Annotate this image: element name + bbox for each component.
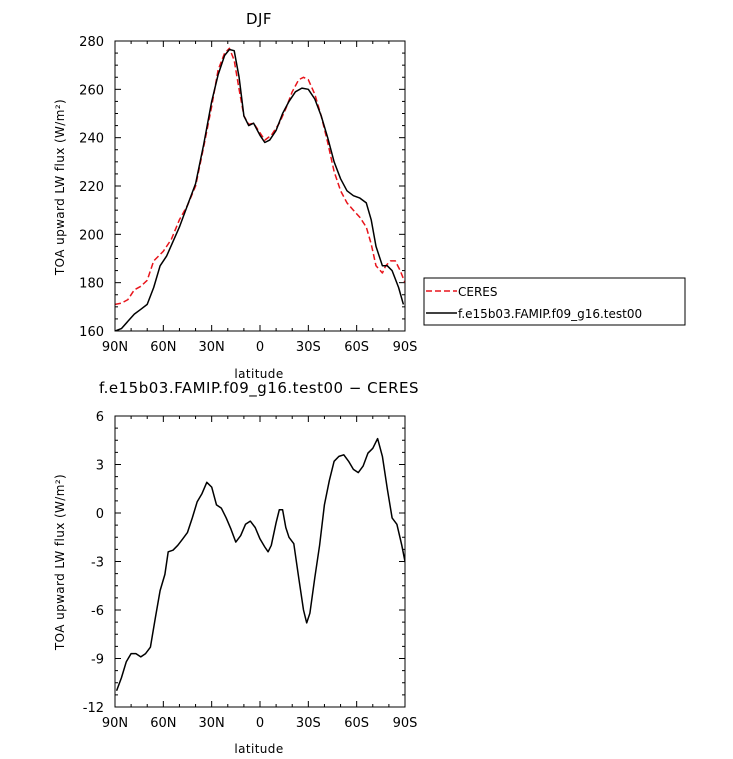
bottom-y-tick-label: 6: [96, 410, 104, 425]
bottom-chart: f.e15b03.FAMIP.f09_g16.test00 − CERES TO…: [53, 379, 419, 756]
top-x-tick-label: 90S: [393, 340, 418, 355]
top-chart-title: DJF: [246, 10, 272, 28]
bottom-plot-frame: [114, 415, 406, 708]
top-chart: DJF TOA upward LW flux (W/m²) latitude 9…: [53, 10, 417, 381]
top-x-tick-label: 90N: [102, 340, 128, 355]
bottom-y-tick-label: 0: [96, 507, 104, 522]
top-y-tick-label: 260: [79, 83, 104, 98]
bottom-y-tick-label: -3: [91, 556, 104, 571]
top-series: [115, 47, 405, 331]
top-series-line-1: [115, 48, 405, 331]
bottom-y-tick-label: -9: [91, 653, 104, 668]
bottom-x-tick-label: 30N: [199, 716, 225, 731]
bottom-y-tick-label: 3: [96, 459, 104, 474]
legend-label-model: f.e15b03.FAMIP.f09_g16.test00: [458, 307, 642, 321]
legend-box: [423, 277, 686, 326]
bottom-y-axis-label: TOA upward LW flux (W/m²): [53, 474, 67, 651]
legend-label-ceres: CERES: [458, 285, 498, 299]
bottom-x-tick-label: 60S: [344, 716, 369, 731]
top-y-tick-label: 220: [79, 180, 104, 195]
top-y-axis-label: TOA upward LW flux (W/m²): [53, 99, 67, 276]
bottom-x-tick-label: 0: [256, 716, 264, 731]
bottom-series-line-0: [115, 437, 405, 692]
legend: CERES f.e15b03.FAMIP.f09_g16.test00: [423, 277, 686, 326]
bottom-ticks: 90N 60N 30N 0 30S 60S 90S -12 -9 -6 -3 0 3 6: [83, 410, 418, 731]
top-x-tick-label: 30S: [296, 340, 321, 355]
top-y-tick-label: 280: [79, 35, 104, 50]
top-series-line-0: [115, 47, 405, 306]
bottom-x-axis-label: latitude: [234, 742, 283, 756]
top-x-tick-label: 60S: [344, 340, 369, 355]
top-y-tick-label: 180: [79, 277, 104, 292]
top-plot-frame: [114, 40, 406, 332]
bottom-y-tick-label: -6: [91, 604, 104, 619]
top-ticks: 90N 60N 30N 0 30S 60S 90S 160 180 200 220 240 260 280: [79, 35, 417, 355]
top-y-tick-label: 160: [79, 325, 104, 340]
bottom-x-tick-label: 90S: [393, 716, 418, 731]
top-x-tick-label: 0: [256, 340, 264, 355]
bottom-chart-title: f.e15b03.FAMIP.f09_g16.test00 − CERES: [99, 379, 419, 398]
bottom-x-tick-label: 90N: [102, 716, 128, 731]
top-x-tick-label: 30N: [199, 340, 225, 355]
top-y-tick-label: 240: [79, 132, 104, 147]
bottom-y-tick-label: -12: [83, 701, 104, 716]
bottom-x-tick-label: 60N: [150, 716, 176, 731]
bottom-x-tick-label: 30S: [296, 716, 321, 731]
top-y-tick-label: 200: [79, 228, 104, 243]
top-x-tick-label: 60N: [150, 340, 176, 355]
top-x-axis-label: latitude: [234, 367, 283, 381]
bottom-series: [115, 437, 405, 692]
